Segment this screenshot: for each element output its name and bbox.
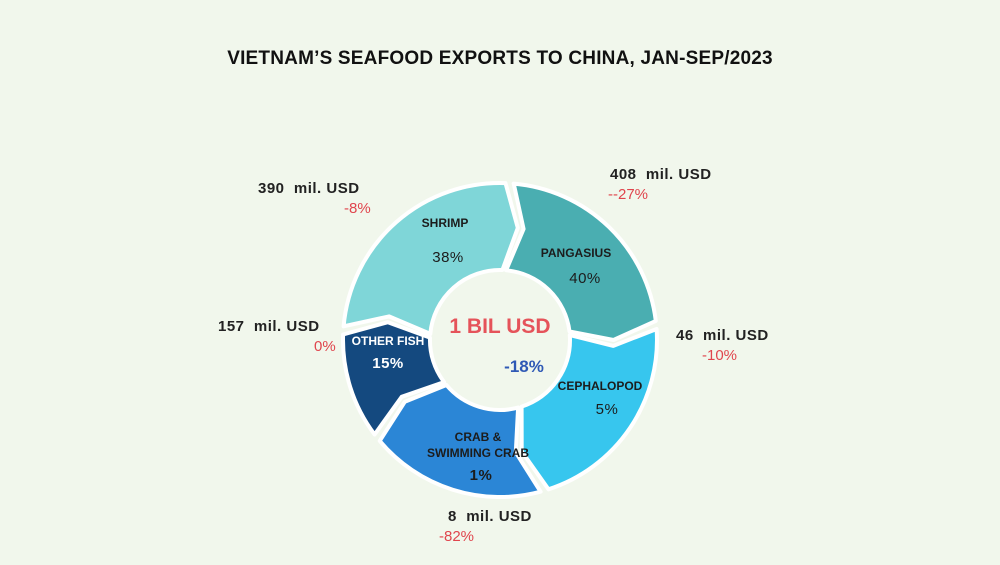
annotation-shrimp: 390 mil. USD -8% (258, 180, 371, 217)
segment-label-cephalopod: CEPHALOPOD (558, 379, 643, 393)
value-other-fish: 157 (218, 318, 245, 335)
change-shrimp: -8% (344, 200, 371, 217)
unit-pangasius: mil. USD (645, 166, 712, 183)
segment-share-shrimp: 38% (432, 249, 464, 266)
value-label-crab: 8 mil. USD (448, 508, 532, 525)
change-pangasius: --27% (608, 186, 649, 203)
annotation-crab: 8 mil. USD -82% (439, 508, 532, 545)
unit-cephalopod: mil. USD (703, 327, 769, 344)
value-pangasius: 408 (610, 166, 637, 183)
value-crab: 8 (448, 508, 457, 525)
unit-shrimp: mil. USD (293, 180, 360, 197)
value-label-cephalopod: 46 mil. USD (676, 327, 769, 344)
segment-label-other-fish: OTHER FISH (352, 334, 425, 348)
segment-share-cephalopod: 5% (596, 401, 619, 418)
unit-crab: mil. USD (466, 508, 532, 525)
value-label-pangasius: 408 mil. USD (610, 166, 712, 183)
segment-label-crab: CRAB & SWIMMING CRAB (427, 430, 529, 460)
value-label-other-fish: 157 mil. USD (218, 318, 320, 335)
value-cephalopod: 46 (676, 327, 694, 344)
value-label-shrimp: 390 mil. USD (258, 180, 360, 197)
segment-share-crab: 1% (470, 467, 493, 484)
value-shrimp: 390 (258, 180, 285, 197)
segment-other-fish (341, 320, 447, 437)
segment-crab (377, 383, 543, 500)
annotation-other-fish: 157 mil. USD 0% (218, 318, 336, 355)
center-total-label: 1 BIL USD (449, 315, 550, 338)
segment-cephalopod (519, 327, 659, 492)
segment-shrimp (341, 181, 520, 336)
change-other-fish: 0% (314, 338, 336, 355)
annotation-pangasius: 408 mil. USD --27% (608, 166, 712, 203)
annotation-cephalopod: 46 mil. USD -10% (676, 327, 769, 364)
center-change-label: -18% (504, 357, 544, 376)
change-crab: -82% (439, 528, 475, 545)
change-cephalopod: -10% (702, 347, 738, 364)
segment-label-shrimp: SHRIMP (422, 216, 469, 230)
chart-title: VIETNAM’S SEAFOOD EXPORTS TO CHINA, JAN-… (227, 48, 773, 69)
donut-segments: SHRIMP 38% PANGASIUS 40% CEPHALOPOD 5% CRAB & S… (341, 181, 659, 500)
segment-pangasius (504, 181, 658, 342)
segment-share-other-fish: 15% (372, 355, 404, 372)
segment-share-pangasius: 40% (569, 270, 601, 287)
segment-label-pangasius: PANGASIUS (541, 246, 611, 260)
unit-other-fish: mil. USD (253, 318, 320, 335)
